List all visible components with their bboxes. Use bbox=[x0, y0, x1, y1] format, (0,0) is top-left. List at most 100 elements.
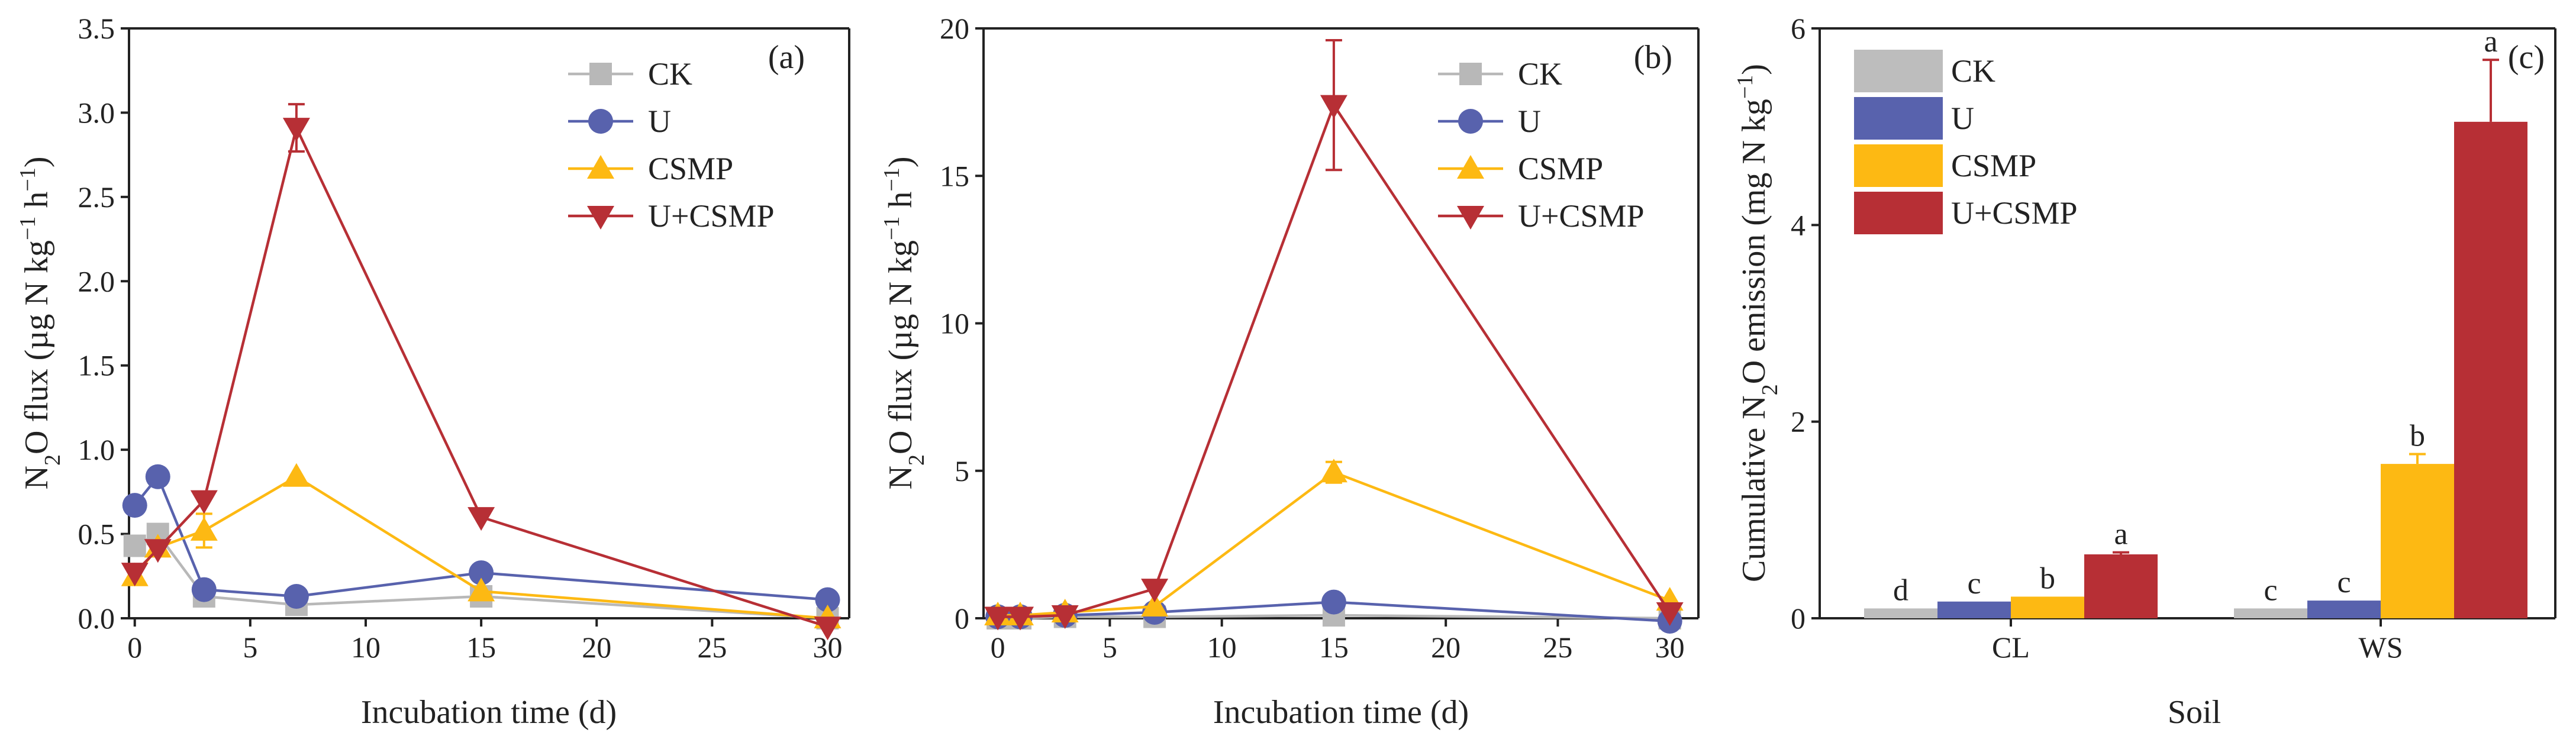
legend-label: CSMP bbox=[648, 151, 733, 186]
y-tick-label: 4 bbox=[1791, 208, 1806, 241]
legend-marker bbox=[1457, 155, 1484, 179]
panel-c-label: (c) bbox=[2508, 39, 2545, 76]
x-tick-label: 30 bbox=[1655, 631, 1685, 664]
y-tick-label: 2 bbox=[1791, 405, 1806, 438]
data-point-u bbox=[469, 560, 494, 586]
y-tick-label: 1.5 bbox=[78, 349, 115, 382]
legend-label: CSMP bbox=[1518, 151, 1603, 186]
bar-csmp-ws bbox=[2381, 464, 2454, 618]
significance-label: a bbox=[2114, 518, 2127, 551]
legend-label: CSMP bbox=[1951, 148, 2036, 183]
legend-marker bbox=[1458, 109, 1483, 134]
legend-marker bbox=[1459, 63, 1482, 85]
y-tick-label: 2.5 bbox=[78, 180, 115, 214]
data-point-csmp bbox=[1320, 459, 1347, 483]
x-tick-label: 20 bbox=[582, 631, 611, 664]
panel-b-y-axis-label: N2O flux (µg N kg−1 h−1) bbox=[879, 157, 929, 490]
x-tick-label: CL bbox=[1992, 631, 2030, 664]
y-tick-label: 5 bbox=[955, 454, 969, 488]
x-tick-label: 25 bbox=[1543, 631, 1572, 664]
legend-label: U+CSMP bbox=[1518, 198, 1645, 234]
y-tick-label: 2.0 bbox=[78, 264, 115, 298]
legend-marker bbox=[588, 109, 613, 134]
significance-label: d bbox=[1893, 573, 1908, 607]
data-point-u-csmp bbox=[121, 563, 149, 587]
legend-label: U+CSMP bbox=[648, 198, 775, 234]
panel-c-axis-frame bbox=[1819, 27, 2556, 619]
x-tick-label: 20 bbox=[1431, 631, 1461, 664]
bar-u-csmp-ws bbox=[2454, 121, 2527, 618]
bar-ck-ws bbox=[2234, 608, 2307, 618]
y-tick-label: 10 bbox=[940, 307, 969, 340]
legend-label: CK bbox=[1518, 56, 1562, 92]
data-point-u-csmp bbox=[1141, 579, 1169, 603]
bar-ck-cl bbox=[1864, 608, 1937, 618]
legend-swatch bbox=[1854, 97, 1943, 140]
x-tick-label: WS bbox=[2359, 631, 2403, 664]
data-point-u bbox=[122, 493, 147, 518]
data-point-u-csmp bbox=[984, 606, 1012, 631]
x-tick-label: 0 bbox=[991, 631, 1005, 664]
legend-label: U bbox=[648, 104, 671, 139]
bar-u-cl bbox=[1937, 601, 2011, 618]
x-tick-label: 10 bbox=[351, 631, 381, 664]
x-tick-label: 25 bbox=[697, 631, 727, 664]
y-tick-label: 1.0 bbox=[78, 433, 115, 466]
bar-u-ws bbox=[2307, 601, 2381, 618]
panel-b-legend: CK U CSMP U+CSMP bbox=[1438, 56, 1645, 234]
panel-a-label: (a) bbox=[768, 39, 805, 76]
data-point-u-csmp bbox=[1320, 95, 1347, 119]
data-point-u-csmp bbox=[282, 118, 310, 142]
data-point-u-csmp bbox=[1656, 602, 1684, 627]
legend-label: CK bbox=[1951, 53, 1995, 89]
panel-c-legend: CK U CSMP U+CSMP bbox=[1854, 50, 2078, 234]
significance-label: c bbox=[2337, 566, 2351, 599]
bar-csmp-cl bbox=[2011, 596, 2084, 618]
data-point-csmp bbox=[190, 517, 218, 541]
x-tick-label: 15 bbox=[1319, 631, 1349, 664]
y-tick-label: 20 bbox=[940, 12, 969, 45]
legend-label: CK bbox=[648, 56, 692, 92]
bar-u-csmp-cl bbox=[2084, 554, 2158, 618]
x-tick-label: 0 bbox=[127, 631, 142, 664]
panel-c-y-axis-label: Cumulative N2O emission (mg N kg−1) bbox=[1733, 64, 1782, 582]
data-point-u bbox=[815, 587, 840, 612]
legend-label: U bbox=[1951, 101, 1974, 136]
x-tick-label: 5 bbox=[243, 631, 257, 664]
data-point-u-csmp bbox=[1007, 606, 1034, 631]
y-tick-label: 0 bbox=[1791, 602, 1806, 635]
panel-a-line-chart: 0 5 10 15 20 25 30 0.00.51.01.52.02.53.03.5 CK… bbox=[15, 12, 850, 731]
significance-label: b bbox=[2040, 561, 2055, 595]
legend-swatch bbox=[1854, 192, 1943, 234]
x-tick-label: 5 bbox=[1102, 631, 1117, 664]
data-point-u bbox=[283, 583, 309, 609]
panel-b-x-ticks: 0 5 10 15 20 25 30 bbox=[991, 618, 1685, 664]
legend-marker bbox=[587, 155, 614, 179]
panel-c-bar-chart: CL WS 0 2 4 6 d c b a c c b a CK U CSMP U+CSMP (c) Soi… bbox=[1733, 12, 2556, 731]
data-point-u bbox=[191, 577, 217, 602]
data-point-ck bbox=[123, 534, 146, 557]
x-tick-label: 15 bbox=[466, 631, 496, 664]
legend-marker bbox=[587, 206, 614, 230]
panel-b-series bbox=[984, 38, 1684, 634]
y-tick-label: 3.5 bbox=[78, 12, 115, 45]
significance-label: a bbox=[2484, 25, 2497, 59]
y-tick-label: 15 bbox=[940, 159, 969, 192]
data-point-u-csmp bbox=[814, 616, 842, 641]
y-tick-label: 6 bbox=[1791, 12, 1806, 45]
y-tick-label: 3.0 bbox=[78, 96, 115, 129]
significance-label: c bbox=[2264, 573, 2277, 607]
legend-swatch bbox=[1854, 144, 1943, 187]
panel-c-bars: d c b a c c b a bbox=[1864, 25, 2527, 618]
panel-a-axis-frame bbox=[128, 27, 850, 619]
panel-c-x-axis-label: Soil bbox=[2168, 694, 2221, 731]
panel-b-label: (b) bbox=[1634, 39, 1672, 76]
significance-label: b bbox=[2410, 419, 2425, 453]
data-point-u-csmp bbox=[144, 539, 172, 563]
data-point-csmp bbox=[1141, 593, 1169, 617]
legend-label: U+CSMP bbox=[1951, 195, 2078, 231]
panel-c-x-ticks: CL WS bbox=[1992, 618, 2403, 664]
x-tick-label: 10 bbox=[1207, 631, 1237, 664]
